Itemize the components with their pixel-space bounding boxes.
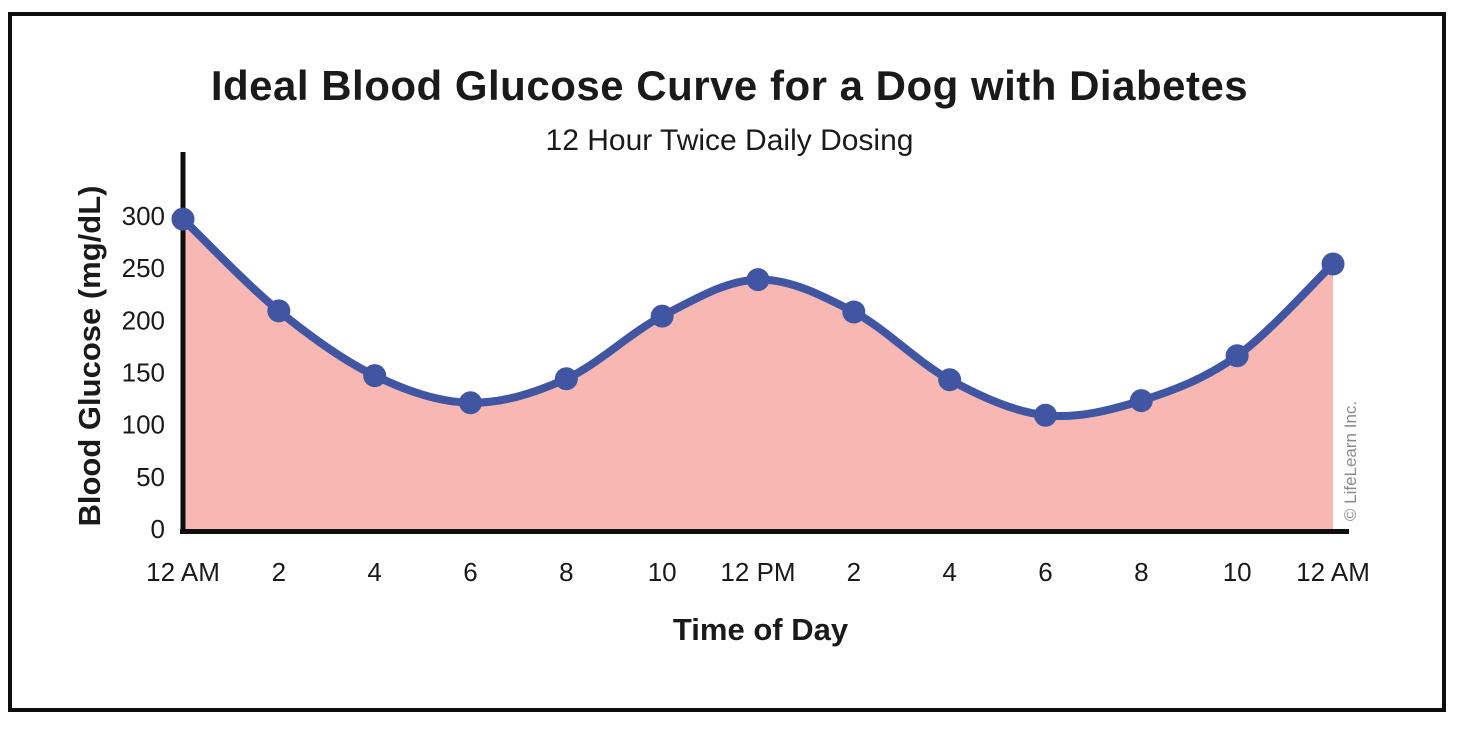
y-tick-label: 300 [122,201,165,231]
x-tick-label: 12 AM [1296,557,1370,587]
x-tick-label: 2 [847,557,861,587]
x-axis-title: Time of Day [672,612,849,647]
data-point-marker [554,367,578,391]
data-point-marker [938,368,962,392]
x-tick-label: 4 [942,557,956,587]
data-point-marker [1321,252,1345,276]
y-tick-label: 50 [136,462,165,492]
data-point-marker [1225,344,1249,368]
x-tick-label: 10 [648,557,677,587]
chart-title: Ideal Blood Glucose Curve for a Dog with… [210,62,1249,109]
x-tick-label: 4 [367,557,381,587]
x-tick-label: 12 AM [146,557,220,587]
y-tick-label: 250 [122,253,165,283]
data-point-marker [171,207,195,231]
x-tick-label: 2 [272,557,286,587]
data-point-marker [1129,389,1153,413]
data-point-marker [459,391,482,415]
watermark: © LifeLearn Inc. [1341,400,1360,522]
y-tick-label: 150 [122,358,165,388]
x-tick-label: 10 [1223,557,1252,587]
y-axis-title: Blood Glucose (mg/dL) [72,185,107,527]
data-point-marker [842,300,866,324]
data-point-marker [746,268,770,292]
y-tick-label: 200 [122,305,165,335]
data-point-marker [1034,403,1057,427]
y-tick-label: 0 [151,514,165,544]
data-point-marker [650,304,674,328]
x-tick-label: 8 [559,557,573,587]
x-tick-label: 12 PM [720,557,795,587]
data-point-marker [267,299,291,323]
y-tick-label: 100 [122,410,165,440]
x-tick-label: 6 [1038,557,1052,587]
data-point-marker [363,364,387,388]
chart-subtitle: 12 Hour Twice Daily Dosing [545,124,914,157]
x-tick-label: 6 [463,557,477,587]
x-tick-label: 8 [1134,557,1148,587]
area-fill [183,219,1333,532]
